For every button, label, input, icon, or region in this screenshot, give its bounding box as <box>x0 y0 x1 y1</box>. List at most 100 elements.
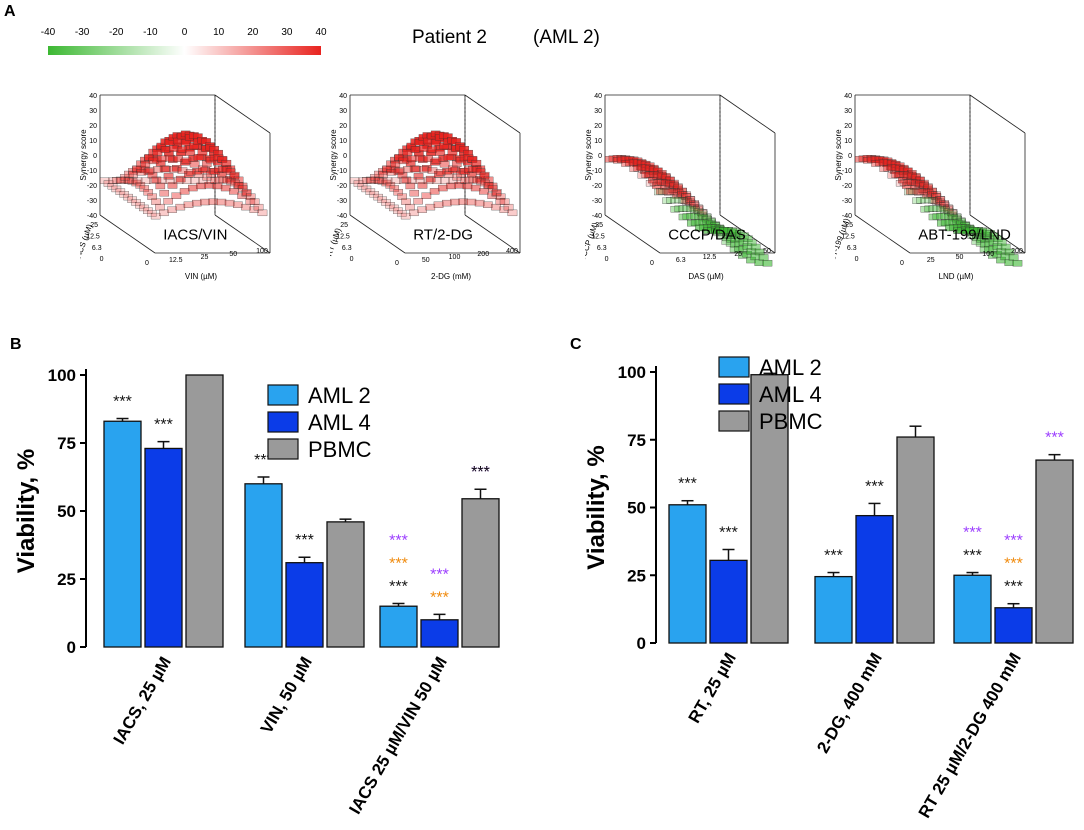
chart-b: 0 25 50 75 100 Viability, % IACS, 25 µM VIN, 50… <box>13 366 500 818</box>
bar-aml-4 <box>994 607 1033 644</box>
surface-mesh-cell <box>224 199 235 207</box>
legend-swatch <box>718 410 750 432</box>
y-tick-label: 0 <box>67 638 76 657</box>
surface-mesh-cell <box>996 239 1007 246</box>
surface-mesh-cell <box>743 235 753 242</box>
surface-mesh-cell <box>645 180 656 187</box>
significance-marker: *** <box>389 532 408 549</box>
surface-mesh-cell <box>488 185 498 192</box>
category-label: IACS 25 µM/VIN 50 µM <box>345 654 451 818</box>
panel-b-letter: B <box>10 336 22 353</box>
synergy-color-scale-bar <box>48 46 321 55</box>
surface-mesh-cell <box>220 184 231 192</box>
surface-mesh-cell <box>419 166 430 173</box>
significance-marker: *** <box>824 548 843 565</box>
surface-mesh-cell <box>899 171 910 178</box>
surface-mesh-cell <box>173 177 184 184</box>
surface-y-tick: 6.3 <box>92 245 102 252</box>
surface-y-tick: 0 <box>855 256 859 263</box>
y-tick-label: 25 <box>627 566 646 585</box>
legend-label: AML 2 <box>308 383 371 408</box>
surface-mesh-cell <box>229 188 239 195</box>
surface-mesh-cell <box>103 180 114 187</box>
surface-mesh-cell <box>681 198 692 205</box>
surface-mesh-cell <box>226 178 236 185</box>
surface-mesh-cell <box>115 188 126 195</box>
surface-mesh-cell <box>365 188 376 195</box>
surface-mesh-cell <box>948 214 958 221</box>
surface-mesh-cell <box>108 177 118 184</box>
surface-mesh-cell <box>666 197 676 204</box>
surface-mesh-cell <box>936 205 946 213</box>
surface-mesh-cell <box>920 206 931 213</box>
surface-mesh-cell <box>673 189 684 196</box>
surface-mesh-cell <box>177 146 187 153</box>
significance-marker: *** <box>389 578 408 595</box>
surface-mesh-cell <box>393 207 403 214</box>
surface-combination-label: RT/2-DG <box>413 227 473 244</box>
surface-y-tick: 0 <box>350 256 354 263</box>
surface-mesh-cell <box>407 177 417 184</box>
surface-z-tick: 20 <box>594 123 602 130</box>
surface-box-edge <box>99 214 156 254</box>
y-tick-label: 100 <box>618 363 646 382</box>
surface-mesh-cell <box>466 198 477 206</box>
surface-y-label: CCCP (µM) <box>585 221 600 263</box>
surface-mesh-cell <box>185 149 196 156</box>
surface-mesh-cell <box>169 145 179 152</box>
surface-mesh-cell <box>440 177 450 184</box>
surface-mesh-cell <box>491 189 502 196</box>
scale-tick-label: -30 <box>74 27 90 38</box>
significance-marker: *** <box>113 394 132 411</box>
surface-mesh-cell <box>189 161 200 168</box>
surface-x-tick: 12.5 <box>703 254 717 261</box>
surface-mesh-cell <box>657 179 668 186</box>
bar-aml-4 <box>855 514 894 644</box>
surface-mesh-cell <box>698 214 708 221</box>
surface-mesh-cell <box>127 178 138 185</box>
surface-mesh-cell <box>674 205 685 213</box>
surface-box-edge <box>969 214 1026 254</box>
surface-mesh-cell <box>147 193 157 200</box>
surface-mesh-cell <box>374 177 385 184</box>
surface-z-tick: -30 <box>842 198 852 205</box>
surface-mesh-cell <box>911 174 921 181</box>
surface-x-tick: 50 <box>229 251 237 258</box>
surface-mesh-cell <box>183 201 194 208</box>
surface-y-tick: 0 <box>605 256 609 263</box>
surface-mesh-cell <box>127 196 137 203</box>
scale-tick-label: 40 <box>315 27 327 38</box>
surface-y-tick: 12.5 <box>841 233 855 240</box>
surface-mesh-cell <box>633 164 643 172</box>
surface-x-tick: 400 <box>506 248 518 255</box>
significance-marker: *** <box>678 476 697 493</box>
surface-z-tick: -30 <box>592 198 602 205</box>
legend-label: PBMC <box>308 437 372 462</box>
bar-aml-2 <box>244 483 283 648</box>
surface-mesh-cell <box>409 209 419 217</box>
surface-x-tick: 100 <box>449 254 461 261</box>
surface-mesh-cell <box>425 203 436 211</box>
surface-mesh-cell <box>390 177 401 184</box>
legend-swatch <box>267 438 299 460</box>
surface-mesh-cell <box>762 260 773 267</box>
surface-z-tick: 40 <box>89 93 97 100</box>
surface-mesh-cell <box>206 170 216 178</box>
y-tick-label: 75 <box>627 431 646 450</box>
surface-mesh-cell <box>173 155 183 162</box>
surface-mesh-cell <box>927 187 937 195</box>
surface-mesh-cell <box>661 174 671 181</box>
surface-y-tick: 25 <box>595 222 603 229</box>
surface-mesh-cell <box>394 167 405 174</box>
surface-mesh-cell <box>398 157 409 165</box>
surface-mesh-cell <box>378 171 388 178</box>
surface-x-tick: 200 <box>1011 248 1023 255</box>
surface-mesh-cell <box>143 207 153 214</box>
surface-mesh-cell <box>128 171 138 178</box>
surface-mesh-cell <box>495 198 506 205</box>
surface-mesh-cell <box>144 167 155 174</box>
significance-marker: *** <box>389 555 408 572</box>
